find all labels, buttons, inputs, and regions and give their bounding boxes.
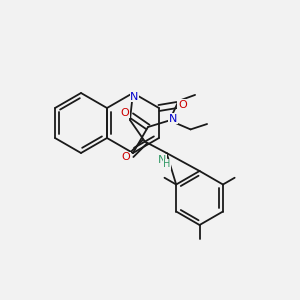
Text: N: N [169,114,177,124]
Text: N: N [130,92,139,102]
Text: O: O [122,152,130,163]
Text: N: N [158,154,166,165]
Text: O: O [121,108,129,118]
Text: O: O [178,100,187,110]
Text: H: H [164,159,171,170]
